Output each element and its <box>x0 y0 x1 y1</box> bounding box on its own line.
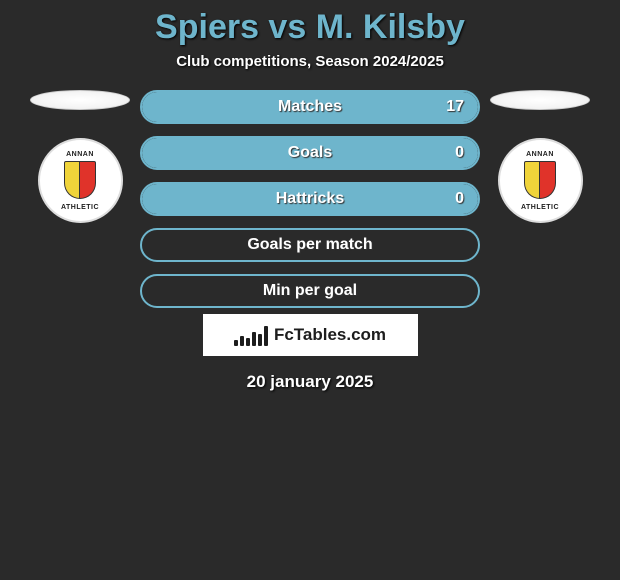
stat-label: Goals <box>288 144 332 162</box>
stat-bar: Goals 0 <box>140 136 480 170</box>
shield-right <box>80 161 96 199</box>
brand-logo[interactable]: FcTables.com <box>203 314 418 356</box>
brand-name: FcTables.com <box>274 325 386 345</box>
stat-bar: Hattricks 0 <box>140 182 480 216</box>
stat-label: Hattricks <box>276 190 344 208</box>
badge-text-top: ANNAN <box>48 151 112 158</box>
badge-text-bottom: ATHLETIC <box>508 204 572 211</box>
badge-text-bottom: ATHLETIC <box>48 204 112 211</box>
stat-label: Min per goal <box>263 282 357 300</box>
shield-left <box>64 161 80 199</box>
stat-value-right: 0 <box>455 190 464 208</box>
stats-column: Matches 17 Goals 0 Hattricks 0 Goals per match… <box>140 90 480 308</box>
shield-icon <box>524 161 556 199</box>
badge-inner: ANNAN ATHLETIC <box>48 149 112 213</box>
logo-bar-segment <box>234 340 238 346</box>
logo-bar-segment <box>258 334 262 346</box>
player-portrait-left <box>30 90 130 110</box>
logo-bar-segment <box>264 326 268 346</box>
stat-bar: Matches 17 <box>140 90 480 124</box>
shield-icon <box>64 161 96 199</box>
stat-label: Matches <box>278 98 342 116</box>
right-player-col: ANNAN ATHLETIC <box>480 90 600 223</box>
badge-text-top: ANNAN <box>508 151 572 158</box>
logo-bar-segment <box>240 336 244 346</box>
date-label: 20 january 2025 <box>247 372 374 392</box>
badge-inner: ANNAN ATHLETIC <box>508 149 572 213</box>
club-badge-left: ANNAN ATHLETIC <box>38 138 123 223</box>
logo-bar-segment <box>246 338 250 346</box>
subtitle: Club competitions, Season 2024/2025 <box>176 53 444 70</box>
chart-icon <box>234 324 268 346</box>
stat-value-right: 17 <box>446 98 464 116</box>
shield-left <box>524 161 540 199</box>
stat-bar: Goals per match <box>140 228 480 262</box>
player-portrait-right <box>490 90 590 110</box>
left-player-col: ANNAN ATHLETIC <box>20 90 140 223</box>
main-row: ANNAN ATHLETIC Matches 17 Goals 0 Hattricks 0… <box>0 90 620 308</box>
page-title: Spiers vs M. Kilsby <box>155 8 465 47</box>
shield-right <box>540 161 556 199</box>
club-badge-right: ANNAN ATHLETIC <box>498 138 583 223</box>
stat-bar: Min per goal <box>140 274 480 308</box>
stat-label: Goals per match <box>247 236 372 254</box>
stat-value-right: 0 <box>455 144 464 162</box>
logo-bar-segment <box>252 332 256 346</box>
comparison-card: Spiers vs M. Kilsby Club competitions, S… <box>0 0 620 580</box>
